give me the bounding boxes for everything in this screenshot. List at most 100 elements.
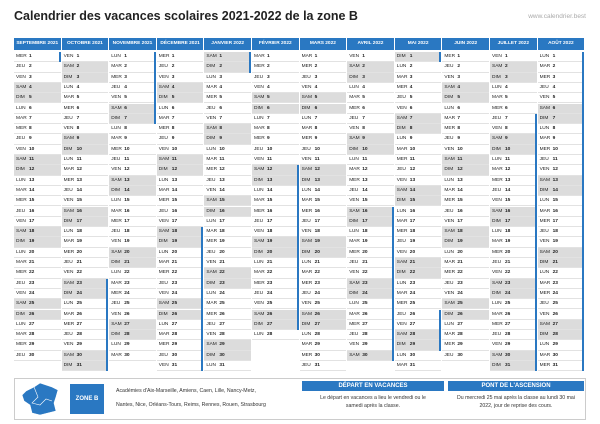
day-cell: MER 25: [394, 299, 442, 310]
day-cell: MAR 30: [537, 351, 585, 361]
vacation-bar: [58, 52, 61, 63]
weekday: LUN: [16, 105, 26, 111]
weekday: VEN: [492, 198, 502, 204]
date: 30: [409, 352, 416, 358]
day-cell: LUN 13: [442, 176, 489, 186]
day-cell: MER 29: [14, 340, 61, 351]
day-cell: LUN 2: [394, 62, 442, 73]
date: 9: [362, 136, 365, 142]
day-cell: MER 22: [442, 268, 489, 279]
day-cell: MAR 18: [204, 227, 251, 238]
weekday: JEU: [492, 332, 502, 338]
weekday: JEU: [539, 301, 549, 307]
date: 12: [409, 167, 416, 173]
date: 9: [267, 136, 270, 142]
date: 17: [76, 218, 82, 224]
day-cell: JEU 24: [252, 289, 299, 300]
date: 30: [29, 352, 35, 358]
day-cell: LUN 16: [394, 207, 442, 217]
weekday: JEU: [444, 352, 454, 358]
date: 11: [267, 157, 273, 162]
date: 28: [267, 332, 273, 338]
day-cell: JEU 23: [442, 279, 489, 289]
date: 28: [505, 332, 511, 338]
weekday: SAM: [539, 105, 550, 111]
weekday: SAM: [254, 95, 265, 101]
day-cell: LUN 9: [394, 134, 442, 145]
month-header: JANVIER 2022: [204, 38, 251, 50]
day-cell: LUN 1: [537, 52, 585, 63]
day-cell: DIM 31: [490, 361, 537, 372]
day-cell: JEU 3: [299, 73, 347, 83]
day-cell: SAM 25: [442, 299, 489, 310]
weekday: JEU: [301, 290, 311, 296]
date: 18: [314, 229, 320, 235]
weekday: SAM: [349, 280, 360, 286]
date: 15: [171, 198, 178, 204]
date: 11: [124, 157, 130, 162]
weekday: SAM: [539, 177, 550, 183]
weekday: VEN: [111, 167, 122, 173]
date: 17: [171, 218, 178, 224]
weekday: LUN: [492, 229, 502, 235]
day-cell: MAR 19: [490, 237, 537, 248]
date: 5: [552, 95, 556, 101]
date: 31: [219, 363, 225, 368]
day-cell: JEU 4: [109, 83, 156, 94]
date: 25: [219, 301, 225, 307]
day-cell: MAR 23: [109, 279, 156, 289]
date: 27: [267, 321, 273, 327]
day-cell: DIM 1: [394, 52, 442, 63]
day-cell: MER 10: [109, 145, 156, 155]
date: 9: [409, 136, 413, 142]
date: 11: [76, 157, 82, 162]
day-cell: VEN 24: [442, 289, 489, 300]
date: 14: [219, 187, 225, 193]
day-cell: DIM 10: [61, 144, 109, 155]
date: 11: [457, 157, 463, 162]
day-cell: LUN 7: [299, 114, 347, 125]
weekday: LUN: [206, 74, 216, 80]
date: 2: [314, 64, 318, 70]
weekday: DIM: [16, 167, 25, 173]
day-cell: LUN 4: [61, 83, 109, 94]
day-cell: JEU 14: [61, 186, 109, 197]
day-cell: MER 1: [156, 52, 204, 63]
day-cell: JEU 20: [204, 248, 251, 258]
weekday: LUN: [539, 270, 550, 276]
day-cell: DIM 13: [252, 175, 299, 186]
day-cell: LUN 18: [347, 227, 394, 238]
day-cell: SAM 30: [490, 350, 537, 361]
weekday: JEU: [444, 64, 454, 70]
weekday: LUN: [111, 198, 121, 204]
day-cell: MAR 16: [537, 207, 585, 217]
date: 6: [219, 105, 223, 111]
date: 19: [267, 239, 273, 245]
date: 7: [314, 115, 318, 121]
day-cell: LUN 13: [156, 176, 204, 186]
date: 22: [409, 270, 416, 276]
weekday: SAM: [158, 301, 170, 307]
day-cell: LUN 3: [204, 73, 251, 83]
date: 23: [314, 280, 320, 286]
date: 19: [409, 239, 416, 245]
weekday: SAM: [492, 136, 503, 142]
month-header: MAI 2022: [394, 38, 442, 50]
date: 9: [124, 136, 127, 142]
month-header: FÉVRIER 2022: [252, 38, 299, 50]
weekday: MAR: [63, 311, 75, 317]
day-cell: VEN 22: [61, 268, 109, 279]
day-cell: JEU 9: [156, 134, 204, 145]
weekday: VEN: [158, 363, 169, 368]
weekday: SAM: [396, 332, 408, 338]
weekday: LUN: [16, 177, 26, 183]
date: 24: [314, 290, 320, 296]
weekday: SAM: [206, 270, 217, 276]
day-cell: LUN 11: [490, 155, 537, 166]
date: 3: [219, 74, 223, 80]
weekday: MER: [16, 54, 27, 59]
weekday: LUN: [539, 126, 550, 132]
day-cell: JEU 9: [442, 134, 489, 145]
date: 15: [29, 198, 35, 204]
